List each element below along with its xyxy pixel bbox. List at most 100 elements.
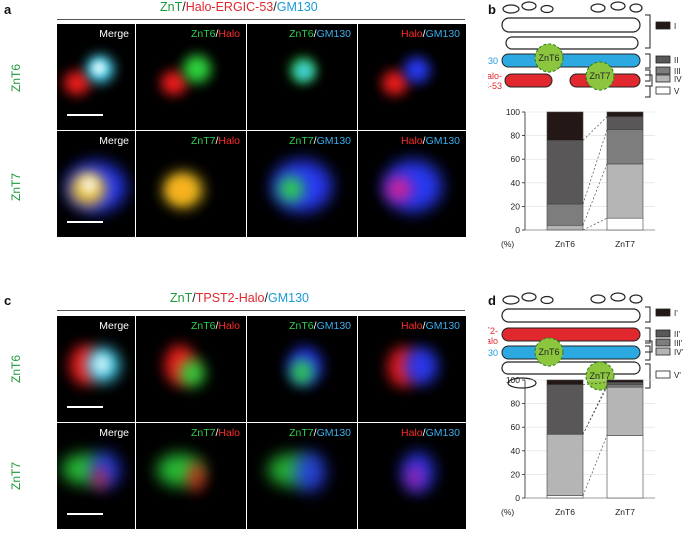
- y-tick-label: 0: [515, 493, 520, 503]
- znt6-marker-label: ZnT6: [538, 53, 559, 63]
- tile-label-part: ZnT6: [190, 28, 216, 40]
- bar-segment: [546, 224, 584, 231]
- micrograph-tile: ZnT6/Halo: [136, 316, 246, 422]
- bar-segment: [606, 116, 644, 131]
- micrograph-tile: Halo/GM130: [358, 423, 466, 529]
- tile-label-part: /: [313, 28, 317, 40]
- panel-c-title-rule: [57, 310, 465, 311]
- y-axis-unit: (%): [501, 239, 514, 249]
- signal-blob: [278, 176, 304, 202]
- bar-segment: [606, 435, 644, 499]
- tile-label-part: GM130: [316, 135, 351, 147]
- tile-label: ZnT6/GM130: [289, 320, 351, 332]
- tile-label-part: /: [313, 320, 317, 332]
- connector-line: [582, 116, 608, 141]
- legend-swatch: [655, 329, 671, 338]
- y-tick-label: 100: [506, 107, 520, 117]
- x-tick-label: ZnT7: [615, 239, 635, 249]
- tile-label: Halo/GM130: [401, 427, 460, 439]
- signal-blob: [80, 176, 98, 194]
- tile-label: Merge: [99, 320, 129, 332]
- connector-line: [582, 129, 608, 205]
- micrograph-tile: ZnT7/Halo: [136, 131, 246, 237]
- panel-d-diagram: ZnT6 ZnT7 TPST2- Halo GM130 I' II'III'IV'…: [488, 292, 684, 517]
- scale-bar: [67, 406, 103, 408]
- legend-swatch: [655, 338, 671, 347]
- legend-label: II': [674, 330, 680, 339]
- signal-blob: [404, 57, 430, 83]
- halo-label-line1: Halo-: [488, 71, 502, 81]
- row-label-znt6-c: ZnT6: [9, 354, 23, 383]
- gm130-cisterna-d: [501, 345, 641, 360]
- tile-label: ZnT7/GM130: [289, 427, 351, 439]
- legend-label: I': [674, 309, 678, 318]
- signal-blob: [179, 359, 205, 387]
- tpst2-label-line1: TPST2-: [488, 326, 498, 336]
- tile-label-part: GM130: [425, 28, 460, 40]
- connector-line: [582, 435, 608, 496]
- micrograph-tile: Halo/GM130: [358, 24, 466, 130]
- scale-bar: [67, 114, 103, 116]
- panel-a-title: ZnT/Halo-ERGIC-53/GM130: [160, 0, 318, 14]
- tile-label-part: Halo: [218, 427, 240, 439]
- signal-blob: [187, 462, 205, 492]
- panel-b-letter: b: [488, 2, 496, 17]
- panel-a-letter: a: [4, 2, 12, 17]
- bar-segment: [606, 384, 644, 388]
- tile-label-part: Halo: [401, 320, 423, 332]
- signal-blob: [183, 55, 211, 83]
- tpst2-label-line2: Halo: [488, 336, 498, 346]
- panel-a-title-rule: [57, 19, 465, 20]
- signal-blob: [294, 452, 326, 492]
- y-tick-label: 80: [511, 399, 521, 409]
- tpst2-cisterna: [501, 327, 641, 342]
- tile-label-part: ZnT6: [289, 28, 314, 40]
- signal-blob: [92, 61, 106, 75]
- title-part: Halo-ERGIC-53: [185, 0, 274, 14]
- micrograph-tile: ZnT7/GM130: [247, 131, 357, 237]
- micrograph-tile: Merge: [57, 24, 135, 130]
- bar-segment: [606, 129, 644, 165]
- legend-label: V: [674, 87, 680, 96]
- tile-label-part: ZnT7: [289, 135, 314, 147]
- legend-swatch: [655, 370, 671, 379]
- znt7-marker-label: ZnT7: [589, 71, 610, 81]
- tile-label: ZnT6/Halo: [191, 28, 240, 40]
- legend-label: III: [674, 67, 681, 76]
- panel-c-title: ZnT/TPST2-Halo/GM130: [170, 291, 309, 305]
- title-part: GM130: [276, 0, 318, 14]
- x-tick-label: ZnT6: [555, 239, 575, 249]
- micrograph-tile: ZnT7/GM130: [247, 423, 357, 529]
- tile-label: Halo/GM130: [401, 135, 460, 147]
- y-tick-label: 20: [511, 469, 521, 479]
- tile-label: ZnT7/Halo: [191, 135, 240, 147]
- bar-segment: [546, 140, 584, 205]
- connector-line: [582, 217, 608, 231]
- tile-label-part: /: [313, 427, 317, 439]
- tile-label-part: /: [422, 427, 426, 439]
- tile-label-part: GM130: [425, 320, 460, 332]
- y-tick-label: 60: [511, 422, 521, 432]
- micrograph-tile: ZnT6/GM130: [247, 24, 357, 130]
- tile-label: Halo/GM130: [401, 28, 460, 40]
- tile-label-part: Halo: [218, 28, 240, 40]
- scale-bar: [67, 221, 103, 223]
- tile-label-part: GM130: [316, 427, 351, 439]
- tile-label-part: /: [422, 320, 426, 332]
- title-part: /: [182, 0, 186, 14]
- signal-blob: [94, 355, 110, 373]
- ergic-left: [504, 73, 553, 88]
- signal-blob: [161, 71, 187, 95]
- tile-label-part: Halo: [401, 427, 423, 439]
- y-tick-label: 80: [511, 131, 521, 141]
- tile-label-part: /: [215, 28, 219, 40]
- panel-d-chart: 0 20 40 60 80 100 (%) ZnT6 ZnT7: [501, 375, 655, 517]
- y-tick-label: 100: [506, 375, 520, 385]
- panel-b-diagram: ZnT6 ZnT7 GM130 Halo- ERGIC-53 IIIIIIIVV…: [488, 1, 682, 249]
- tile-label-part: /: [215, 427, 219, 439]
- tile-label-part: ZnT6: [289, 320, 314, 332]
- bar-segment: [546, 203, 584, 226]
- legend-label: V': [674, 371, 681, 380]
- signal-blob: [386, 176, 412, 202]
- micrograph-tile: Merge: [57, 316, 135, 422]
